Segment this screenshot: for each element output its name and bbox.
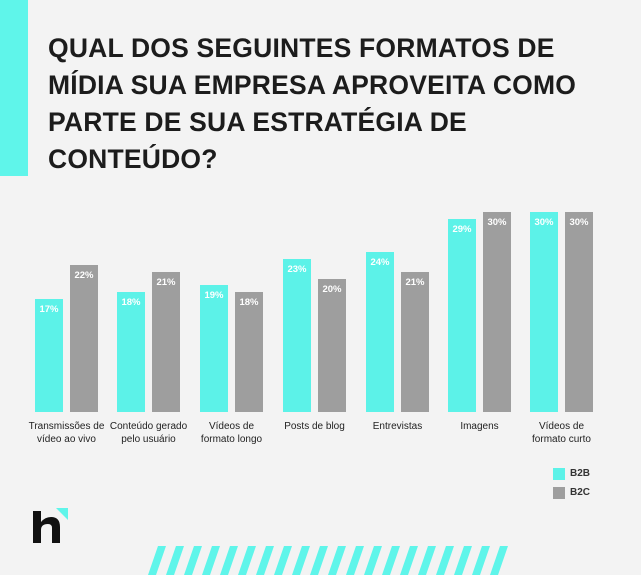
bar <box>565 211 593 412</box>
x-tick-label: Transmissões de vídeo ao vivo <box>28 421 105 445</box>
legend-label: B2B <box>570 468 591 479</box>
x-tick-label: Imagens <box>460 421 499 432</box>
bar <box>117 291 145 412</box>
value-label: 17% <box>39 303 59 315</box>
bar <box>235 291 263 412</box>
value-label: 23% <box>287 263 307 275</box>
legend-swatch <box>553 468 565 480</box>
chart-title: QUAL DOS SEGUINTES FORMATOS DE MÍDIA SUA… <box>48 33 577 174</box>
value-label: 18% <box>239 296 259 308</box>
bar <box>483 211 511 412</box>
value-label: 21% <box>156 276 176 288</box>
bar <box>283 258 311 412</box>
value-label: 30% <box>569 216 589 228</box>
logo <box>33 508 68 543</box>
x-tick-label: Vídeos de formato longo <box>200 421 263 445</box>
accent-block <box>0 0 28 176</box>
bar <box>70 265 98 412</box>
value-label: 30% <box>534 216 554 228</box>
bar <box>318 278 346 412</box>
value-label: 22% <box>74 270 94 282</box>
x-tick-label: Vídeos de formato curto <box>532 421 591 445</box>
value-label: 30% <box>487 216 507 228</box>
value-label: 24% <box>370 256 390 268</box>
bar <box>530 211 558 412</box>
bar <box>200 285 228 412</box>
value-label: 21% <box>405 276 425 288</box>
bar <box>401 271 429 412</box>
value-label: 20% <box>322 283 342 295</box>
x-tick-label: Posts de blog <box>284 421 345 432</box>
legend-swatch <box>553 487 565 499</box>
bar <box>448 218 476 412</box>
value-label: 29% <box>452 223 472 235</box>
value-label: 19% <box>204 290 224 302</box>
stripes <box>148 546 508 575</box>
x-tick-label: Conteúdo gerado pelo usuário <box>109 421 188 445</box>
bar <box>366 251 394 412</box>
bar <box>152 271 180 412</box>
legend-label: B2C <box>570 487 591 498</box>
bar <box>35 298 63 412</box>
value-label: 18% <box>121 296 141 308</box>
x-tick-label: Entrevistas <box>372 421 423 432</box>
